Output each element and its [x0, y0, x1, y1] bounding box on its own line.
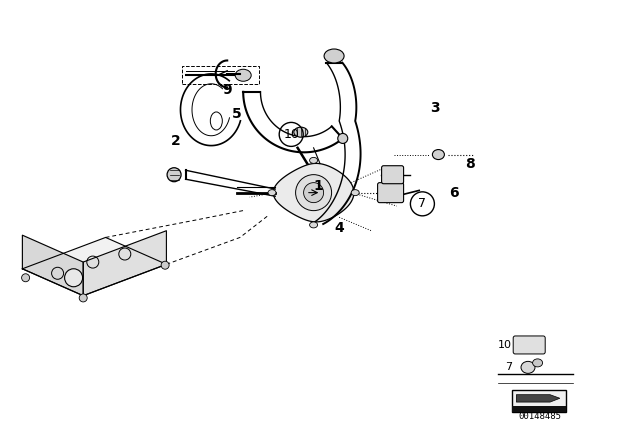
Text: 8: 8: [465, 156, 476, 171]
Ellipse shape: [310, 157, 317, 164]
Ellipse shape: [310, 222, 317, 228]
Text: 1: 1: [314, 179, 324, 193]
Ellipse shape: [294, 127, 308, 137]
Circle shape: [65, 269, 83, 287]
Ellipse shape: [532, 359, 543, 367]
Circle shape: [22, 274, 29, 282]
Polygon shape: [516, 395, 560, 402]
Text: 9: 9: [222, 82, 232, 97]
Ellipse shape: [236, 69, 252, 81]
Text: 4: 4: [334, 221, 344, 236]
Ellipse shape: [521, 362, 535, 373]
FancyBboxPatch shape: [512, 406, 566, 412]
Circle shape: [161, 261, 169, 269]
FancyBboxPatch shape: [512, 390, 566, 412]
Text: 7: 7: [419, 197, 426, 211]
Text: 10: 10: [284, 128, 299, 141]
FancyBboxPatch shape: [513, 336, 545, 354]
Circle shape: [303, 183, 324, 202]
Text: 00148485: 00148485: [518, 412, 561, 421]
Text: 5: 5: [232, 107, 242, 121]
Text: 2: 2: [171, 134, 181, 148]
Circle shape: [296, 175, 332, 211]
Ellipse shape: [433, 150, 444, 159]
Text: 3: 3: [430, 100, 440, 115]
Polygon shape: [83, 231, 166, 296]
Text: 7: 7: [505, 362, 512, 372]
FancyBboxPatch shape: [378, 183, 404, 202]
Circle shape: [338, 134, 348, 143]
FancyBboxPatch shape: [381, 166, 404, 184]
Polygon shape: [273, 164, 354, 222]
Circle shape: [79, 294, 87, 302]
Polygon shape: [22, 235, 83, 296]
Ellipse shape: [268, 190, 276, 196]
Text: 10: 10: [498, 340, 512, 350]
Ellipse shape: [324, 49, 344, 63]
Polygon shape: [22, 237, 166, 296]
Text: 6: 6: [449, 185, 460, 200]
Ellipse shape: [167, 168, 181, 182]
Ellipse shape: [351, 190, 359, 196]
